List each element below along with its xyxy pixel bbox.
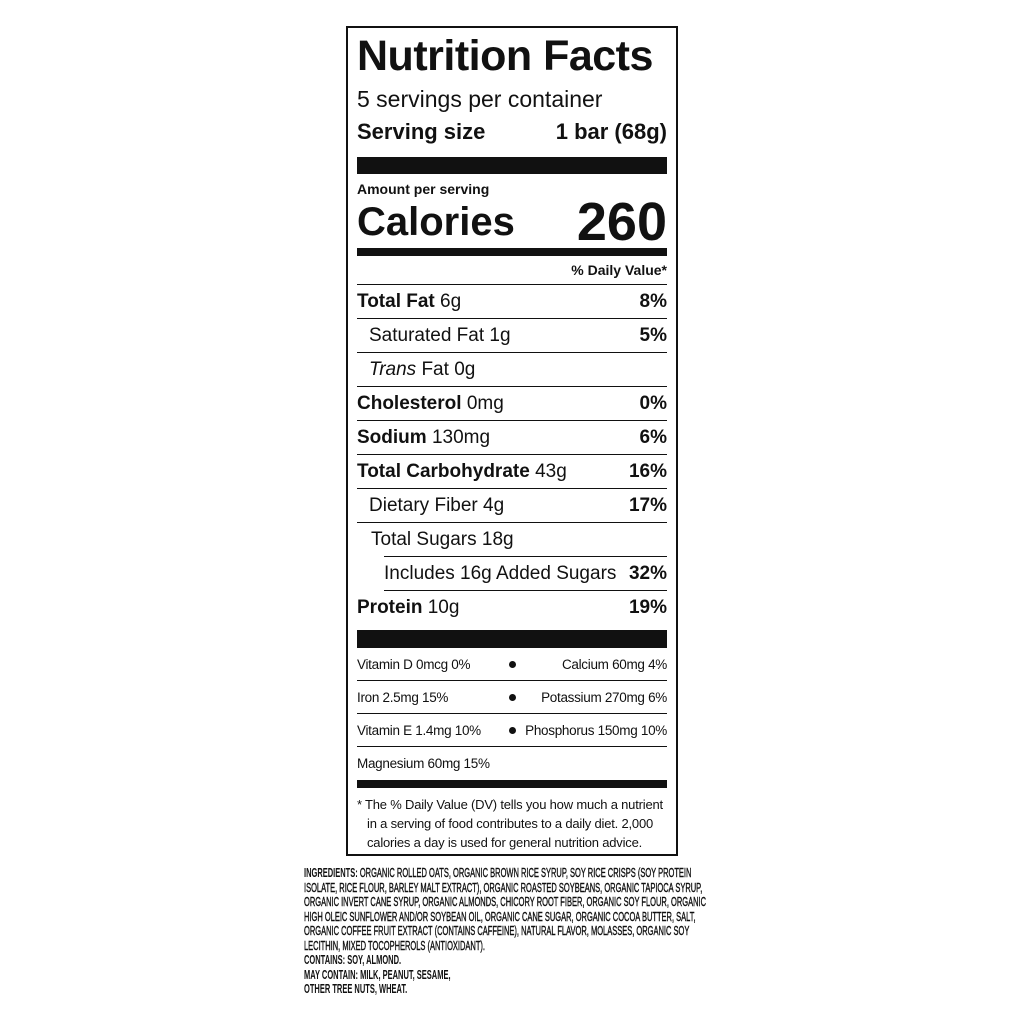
nutrient-name: Protein (357, 597, 423, 618)
nutrient-name: Saturated Fat (369, 324, 485, 346)
footnote: * The % Daily Value (DV) tells you how m… (357, 797, 663, 850)
vitamin: Potassium 270mg 6% (541, 689, 667, 705)
vitamin: Vitamin E 1.4mg 10% (357, 722, 481, 738)
nutrient-row: Dietary Fiber 4g 17% (357, 489, 667, 523)
nutrient-name: Total Carbohydrate (357, 460, 530, 482)
nutrient-name: Total Fat (357, 290, 435, 312)
nutrient-amount: 0mg (466, 392, 504, 414)
nutrient-name-italic: Trans (369, 358, 417, 380)
amount-per-serving: Amount per serving (357, 181, 490, 197)
nutrient-dv: 0% (639, 392, 667, 414)
nutrient-name: Fat (421, 358, 449, 380)
bullet (508, 693, 516, 701)
nutrient-row: Sodium 130mg 6% (357, 421, 667, 455)
nutrient-dv: 17% (628, 494, 667, 516)
calories-label: Calories (357, 199, 515, 244)
nutrient-amount: 0g (454, 358, 476, 380)
vitamin: Vitamin D 0mcg 0% (357, 656, 471, 672)
nutrient-row: Total Carbohydrate 43g 16% (357, 455, 667, 489)
nutrient-amount: 43g (535, 460, 567, 482)
rule (357, 248, 667, 256)
may-contain: OTHER TREE NUTS, WHEAT. (304, 982, 408, 996)
label-title: Nutrition Facts (357, 32, 653, 80)
ingredients-text: ORGANIC ROLLED OATS, ORGANIC BROWN RICE … (304, 866, 707, 953)
nutrient-row: Protein 10g 19% (357, 591, 667, 625)
nutrient-name: Dietary Fiber (369, 494, 478, 516)
ingredients: INGREDIENTS: ORGANIC ROLLED OATS, ORGANI… (304, 866, 724, 953)
rule (357, 780, 667, 788)
nutrient-row: Includes 16g Added Sugars 32% (384, 556, 667, 591)
nutrient-amount: 18g (481, 529, 514, 550)
nutrient-amount: 10g (427, 597, 460, 618)
nutrient-amount: 130mg (431, 426, 491, 448)
vitamin-row: Vitamin D 0mcg 0% Calcium 60mg 4% (357, 648, 667, 681)
ingredients-block: INGREDIENTS: ORGANIC ROLLED OATS, ORGANI… (304, 866, 724, 997)
nutrient-amount: 4g (483, 494, 505, 516)
nutrient-row: Cholesterol 0mg 0% (357, 387, 667, 421)
nutrient-name: Cholesterol (357, 392, 462, 414)
ingredients-label: INGREDIENTS: (304, 866, 358, 880)
nutrient-name: Total Sugars (371, 529, 477, 550)
nutrient-row: Saturated Fat 1g 5% (357, 319, 667, 353)
bullet (508, 660, 516, 668)
nutrient-row: Total Fat 6g 8% (357, 285, 667, 319)
calories: Calories 260 (357, 192, 667, 252)
vitamin: Phosphorus 150mg 10% (525, 722, 667, 738)
nutrient-dv: 32% (628, 562, 667, 584)
contains: CONTAINS: SOY, ALMOND. (304, 953, 402, 967)
serving-size: Serving size 1 bar (68g) (357, 114, 667, 150)
may-contain: MAY CONTAIN: MILK, PEANUT, SESAME, (304, 967, 451, 982)
nutrient-row: Total Sugars 18g (357, 523, 667, 557)
bullet (508, 726, 516, 734)
nutrient-amount: 6g (440, 290, 462, 312)
rule (357, 630, 667, 648)
nutrient-dv: 8% (639, 290, 667, 312)
rule (357, 157, 667, 174)
nutrient-dv: 16% (628, 460, 667, 482)
nutrient-row: Trans Fat 0g (357, 353, 667, 387)
nutrient-dv: 19% (628, 597, 667, 618)
nutrient-amount: 1g (489, 324, 511, 346)
nutrition-label: Nutrition Facts 5 servings per container… (346, 26, 678, 856)
dv-header: % Daily Value* (357, 256, 667, 285)
vitamin: Calcium 60mg 4% (561, 656, 667, 672)
vitamin: Iron 2.5mg 15% (357, 689, 449, 705)
vitamin-row: Iron 2.5mg 15% Potassium 270mg 6% (357, 681, 667, 714)
serving-size-label: Serving size (357, 119, 486, 144)
vitamin: Magnesium 60mg 15% (357, 756, 490, 771)
nutrient-name: Includes 16g Added Sugars (384, 562, 617, 584)
serving-size-value: 1 bar (68g) (555, 119, 667, 144)
nutrient-name: Sodium (357, 426, 427, 448)
servings: 5 servings per container (357, 86, 603, 112)
vitamin-row: Magnesium 60mg 15% (357, 747, 667, 780)
vitamin-row: Vitamin E 1.4mg 10% Phosphorus 150mg 10% (357, 714, 667, 747)
nutrient-dv: 6% (639, 426, 667, 448)
nutrient-dv: 5% (639, 324, 667, 346)
calories-value: 260 (576, 192, 667, 252)
